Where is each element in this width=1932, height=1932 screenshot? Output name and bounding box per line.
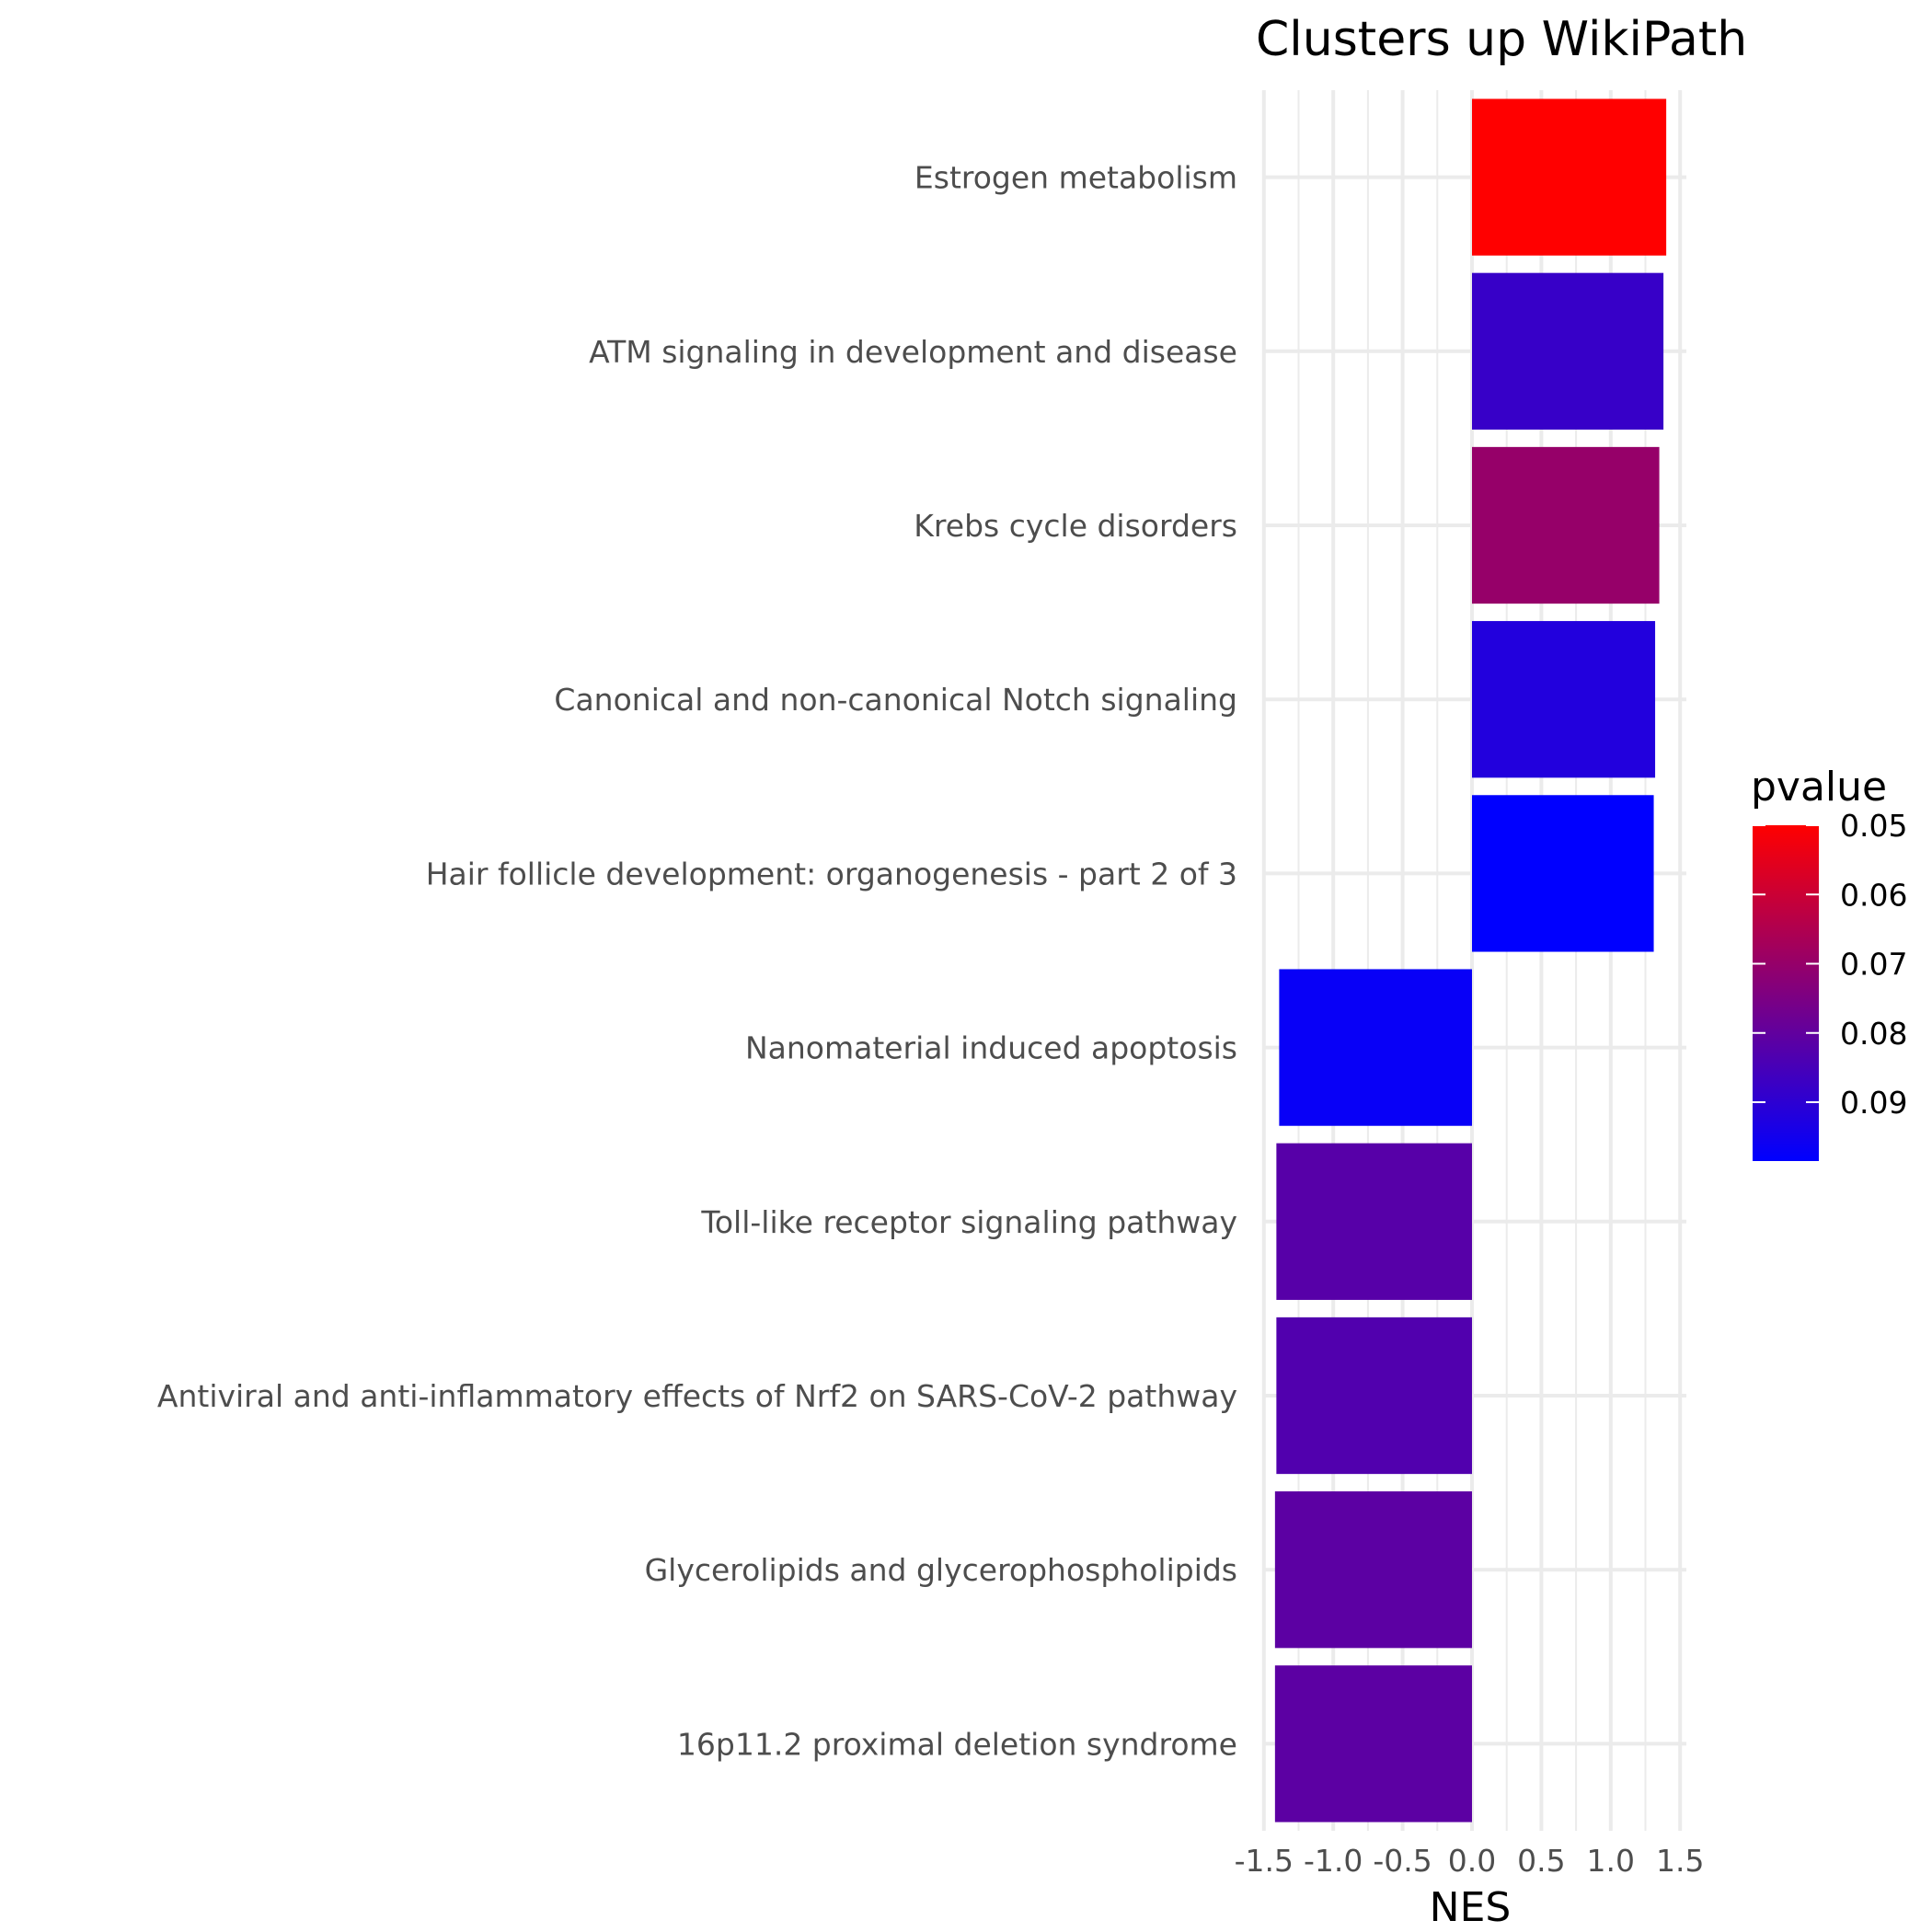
y-tick-label: Nanomaterial induced apoptosis xyxy=(745,1030,1237,1066)
legend-tick-label: 0.05 xyxy=(1840,808,1907,844)
y-tick-label: Hair follicle development: organogenesis… xyxy=(426,856,1237,891)
legend-tick-label: 0.08 xyxy=(1840,1016,1907,1052)
bar xyxy=(1472,272,1664,430)
legend: pvalue 0.05 0.06 0.07 0.08 0.09 xyxy=(1751,764,1907,1161)
y-tick-label: Krebs cycle disorders xyxy=(914,508,1237,544)
bar xyxy=(1276,1143,1472,1300)
x-tick-label: -1.0 xyxy=(1304,1843,1363,1879)
legend-color-bar xyxy=(1753,825,1819,1161)
y-tick-labels: Estrogen metabolism ATM signaling in deve… xyxy=(157,160,1237,1763)
x-tick-label: -1.5 xyxy=(1235,1843,1294,1879)
bar xyxy=(1274,1491,1472,1649)
x-tick-labels: -1.5 -1.0 -0.5 0.0 0.5 1.0 1.5 xyxy=(1235,1843,1705,1879)
x-axis-title: NES xyxy=(1430,1884,1512,1931)
chart-title: Clusters up WikiPath xyxy=(1256,12,1747,67)
legend-title: pvalue xyxy=(1751,764,1887,811)
y-tick-label: Canonical and non-canonical Notch signal… xyxy=(554,682,1237,718)
x-tick-label: 1.5 xyxy=(1656,1843,1704,1879)
y-tick-label: Toll-like receptor signaling pathway xyxy=(700,1204,1237,1240)
bar xyxy=(1472,98,1667,256)
y-tick-label: Antiviral and anti-inflammatory effects … xyxy=(157,1378,1237,1414)
bars xyxy=(1274,98,1667,1823)
bar xyxy=(1472,795,1654,952)
x-tick-label: -0.5 xyxy=(1373,1843,1432,1879)
bar xyxy=(1472,446,1660,604)
y-tick-label: Estrogen metabolism xyxy=(914,160,1237,196)
legend-ticks: 0.05 0.06 0.07 0.08 0.09 xyxy=(1753,808,1907,1121)
bar xyxy=(1472,621,1656,778)
legend-tick-label: 0.09 xyxy=(1840,1085,1907,1121)
y-tick-label: Glycerolipids and glycerophospholipids xyxy=(645,1552,1237,1588)
bar xyxy=(1276,1317,1472,1475)
x-tick-label: 1.0 xyxy=(1587,1843,1635,1879)
x-tick-label: 0.0 xyxy=(1448,1843,1496,1879)
x-tick-label: 0.5 xyxy=(1517,1843,1565,1879)
legend-tick-label: 0.06 xyxy=(1840,877,1907,913)
legend-tick-label: 0.07 xyxy=(1840,947,1907,983)
bar xyxy=(1274,1665,1472,1823)
y-tick-label: 16p11.2 proximal deletion syndrome xyxy=(677,1726,1237,1762)
bar xyxy=(1279,969,1472,1126)
y-tick-label: ATM signaling in development and disease xyxy=(589,334,1237,370)
